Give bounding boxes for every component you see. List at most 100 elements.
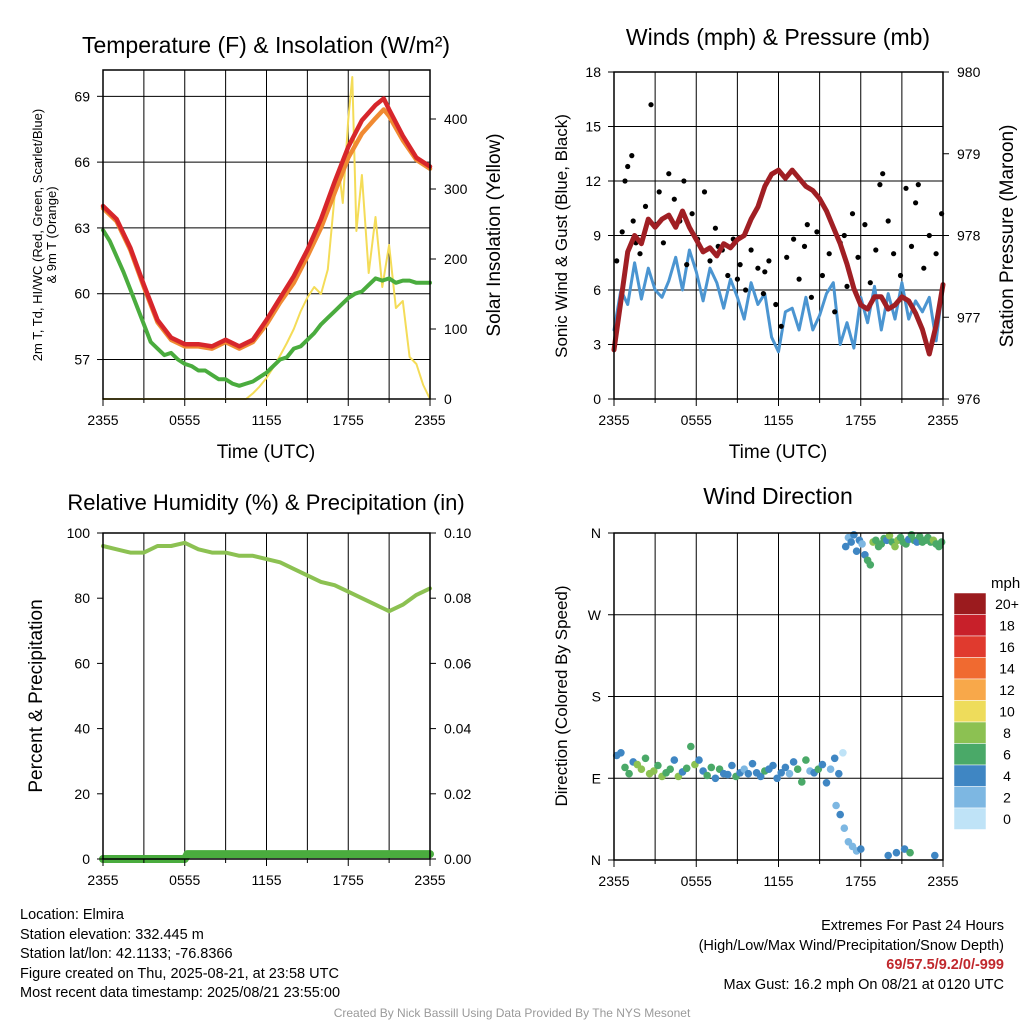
direction-point (695, 756, 703, 764)
y-tick-label: 20 (74, 786, 90, 802)
x-tick-label: 0555 (681, 412, 712, 428)
y-tick-label: 3 (593, 337, 601, 353)
y-tick-label: S (592, 689, 601, 705)
direction-point (682, 764, 691, 773)
legend-swatch (953, 807, 987, 830)
y2-tick-label: 980 (957, 64, 981, 80)
direction-point (654, 761, 662, 770)
y2-tick-label: 0.02 (444, 786, 471, 802)
series-line-2m-td (101, 228, 432, 388)
direction-point (839, 749, 847, 757)
legend-label: 20+ (995, 596, 1019, 612)
y-tick-label: 0 (593, 391, 601, 407)
legend-label: 8 (1003, 725, 1011, 741)
direction-point (621, 763, 629, 772)
direction-point (781, 763, 790, 772)
direction-point (836, 810, 844, 819)
direction-point (748, 759, 757, 768)
legend-label: 16 (999, 639, 1015, 655)
gust-point (778, 323, 784, 329)
direction-point (756, 772, 765, 781)
y2-tick-label: 979 (957, 146, 981, 162)
direction-point (900, 845, 909, 853)
direction-panel: Wind Direction 2355 0555 1155 1755 2355 N E S W N… (552, 483, 1020, 889)
gust-point (737, 262, 743, 268)
series-line-sonic-wind (612, 248, 945, 354)
y-tick-label: 40 (74, 721, 90, 737)
gust-point (933, 251, 939, 257)
gust-point (712, 225, 719, 231)
direction-point (637, 765, 646, 773)
direction-ylabel-left: Direction (Colored By Speed) (552, 585, 571, 806)
gust-point (619, 229, 625, 235)
direction-point (711, 774, 720, 783)
y-tick-label: 12 (585, 173, 601, 189)
direction-point (872, 536, 880, 545)
direction-title: Wind Direction (703, 483, 853, 509)
gust-point (841, 232, 847, 239)
gust-point (867, 280, 873, 286)
gust-point (796, 276, 802, 282)
direction-point (666, 765, 674, 773)
gust-point (748, 247, 754, 253)
y-tick-label: 60 (74, 286, 90, 302)
gust-point (849, 211, 856, 217)
temperature-ylabel-line2: & 9m T (Orange) (44, 186, 59, 283)
legend-label: 12 (999, 682, 1015, 698)
temperature-ylabel-right: Solar Insolation (Yellow) (484, 133, 505, 336)
y-tick-label: W (588, 607, 602, 623)
temperature-title: Temperature (F) & Insolation (W/m²) (82, 32, 450, 58)
station-location: Location: Elmira (20, 907, 124, 923)
gust-point (903, 185, 909, 191)
y2-tick-label: 100 (444, 321, 468, 337)
station-elevation: Station elevation: 332.445 m (20, 926, 204, 943)
series-line-2m-t (100, 96, 433, 349)
gust-point (642, 203, 649, 209)
legend-swatch (953, 657, 987, 680)
direction-point (777, 769, 785, 777)
legend-swatch (953, 700, 987, 723)
y-tick-label: 66 (74, 154, 90, 170)
gust-point (826, 251, 832, 257)
y-tick-label: E (592, 770, 601, 786)
legend-swatch (953, 592, 987, 615)
y2-tick-label: 0.08 (444, 590, 471, 606)
direction-point (793, 765, 802, 773)
direction-point (785, 769, 794, 778)
y-tick-label: 80 (74, 590, 90, 606)
series-line-station-pressure (611, 167, 946, 357)
x-tick-label: 1155 (251, 412, 281, 428)
direction-point (625, 769, 633, 778)
direction-point (884, 851, 892, 860)
direction-point (850, 531, 858, 539)
direction-point (728, 761, 736, 770)
direction-point (818, 760, 827, 769)
direction-point (847, 538, 855, 546)
legend-swatch (953, 786, 987, 809)
y2-tick-label: 977 (957, 309, 981, 325)
humidity-ticks: 2355 0555 1155 1755 2355 0 20 40 60 80 100 0.00 0.02… (67, 525, 472, 888)
y2-tick-label: 400 (444, 111, 468, 127)
gust-point (689, 211, 695, 217)
extremes-title: Extremes For Past 24 Hours (821, 918, 1004, 934)
direction-grid (614, 533, 943, 860)
y-tick-label: 0 (82, 851, 90, 867)
gust-point (625, 163, 631, 170)
y-tick-label: 63 (74, 220, 90, 236)
credit-footer: Created By Nick Bassill Using Data Provi… (333, 1006, 691, 1020)
gust-point (804, 222, 810, 228)
winds-series (611, 102, 946, 357)
y-tick-label: 9 (593, 228, 601, 244)
direction-ticks: 2355 0555 1155 1755 2355 N E S W N (588, 525, 959, 889)
temperature-ylabel-line1: 2m T, Td, HI/WC (Red, Green, Scarlet/Blu… (30, 109, 45, 361)
direction-point (830, 754, 839, 763)
gust-point (762, 269, 768, 275)
direction-point (789, 758, 798, 766)
gust-point (660, 240, 667, 246)
x-tick-label: 1755 (845, 412, 876, 428)
humidity-grid (143, 533, 390, 859)
y2-tick-label: 200 (444, 251, 468, 267)
x-tick-label: 1155 (251, 872, 281, 888)
winds-xlabel: Time (UTC) (729, 442, 828, 463)
x-tick-label: 2355 (414, 412, 445, 428)
